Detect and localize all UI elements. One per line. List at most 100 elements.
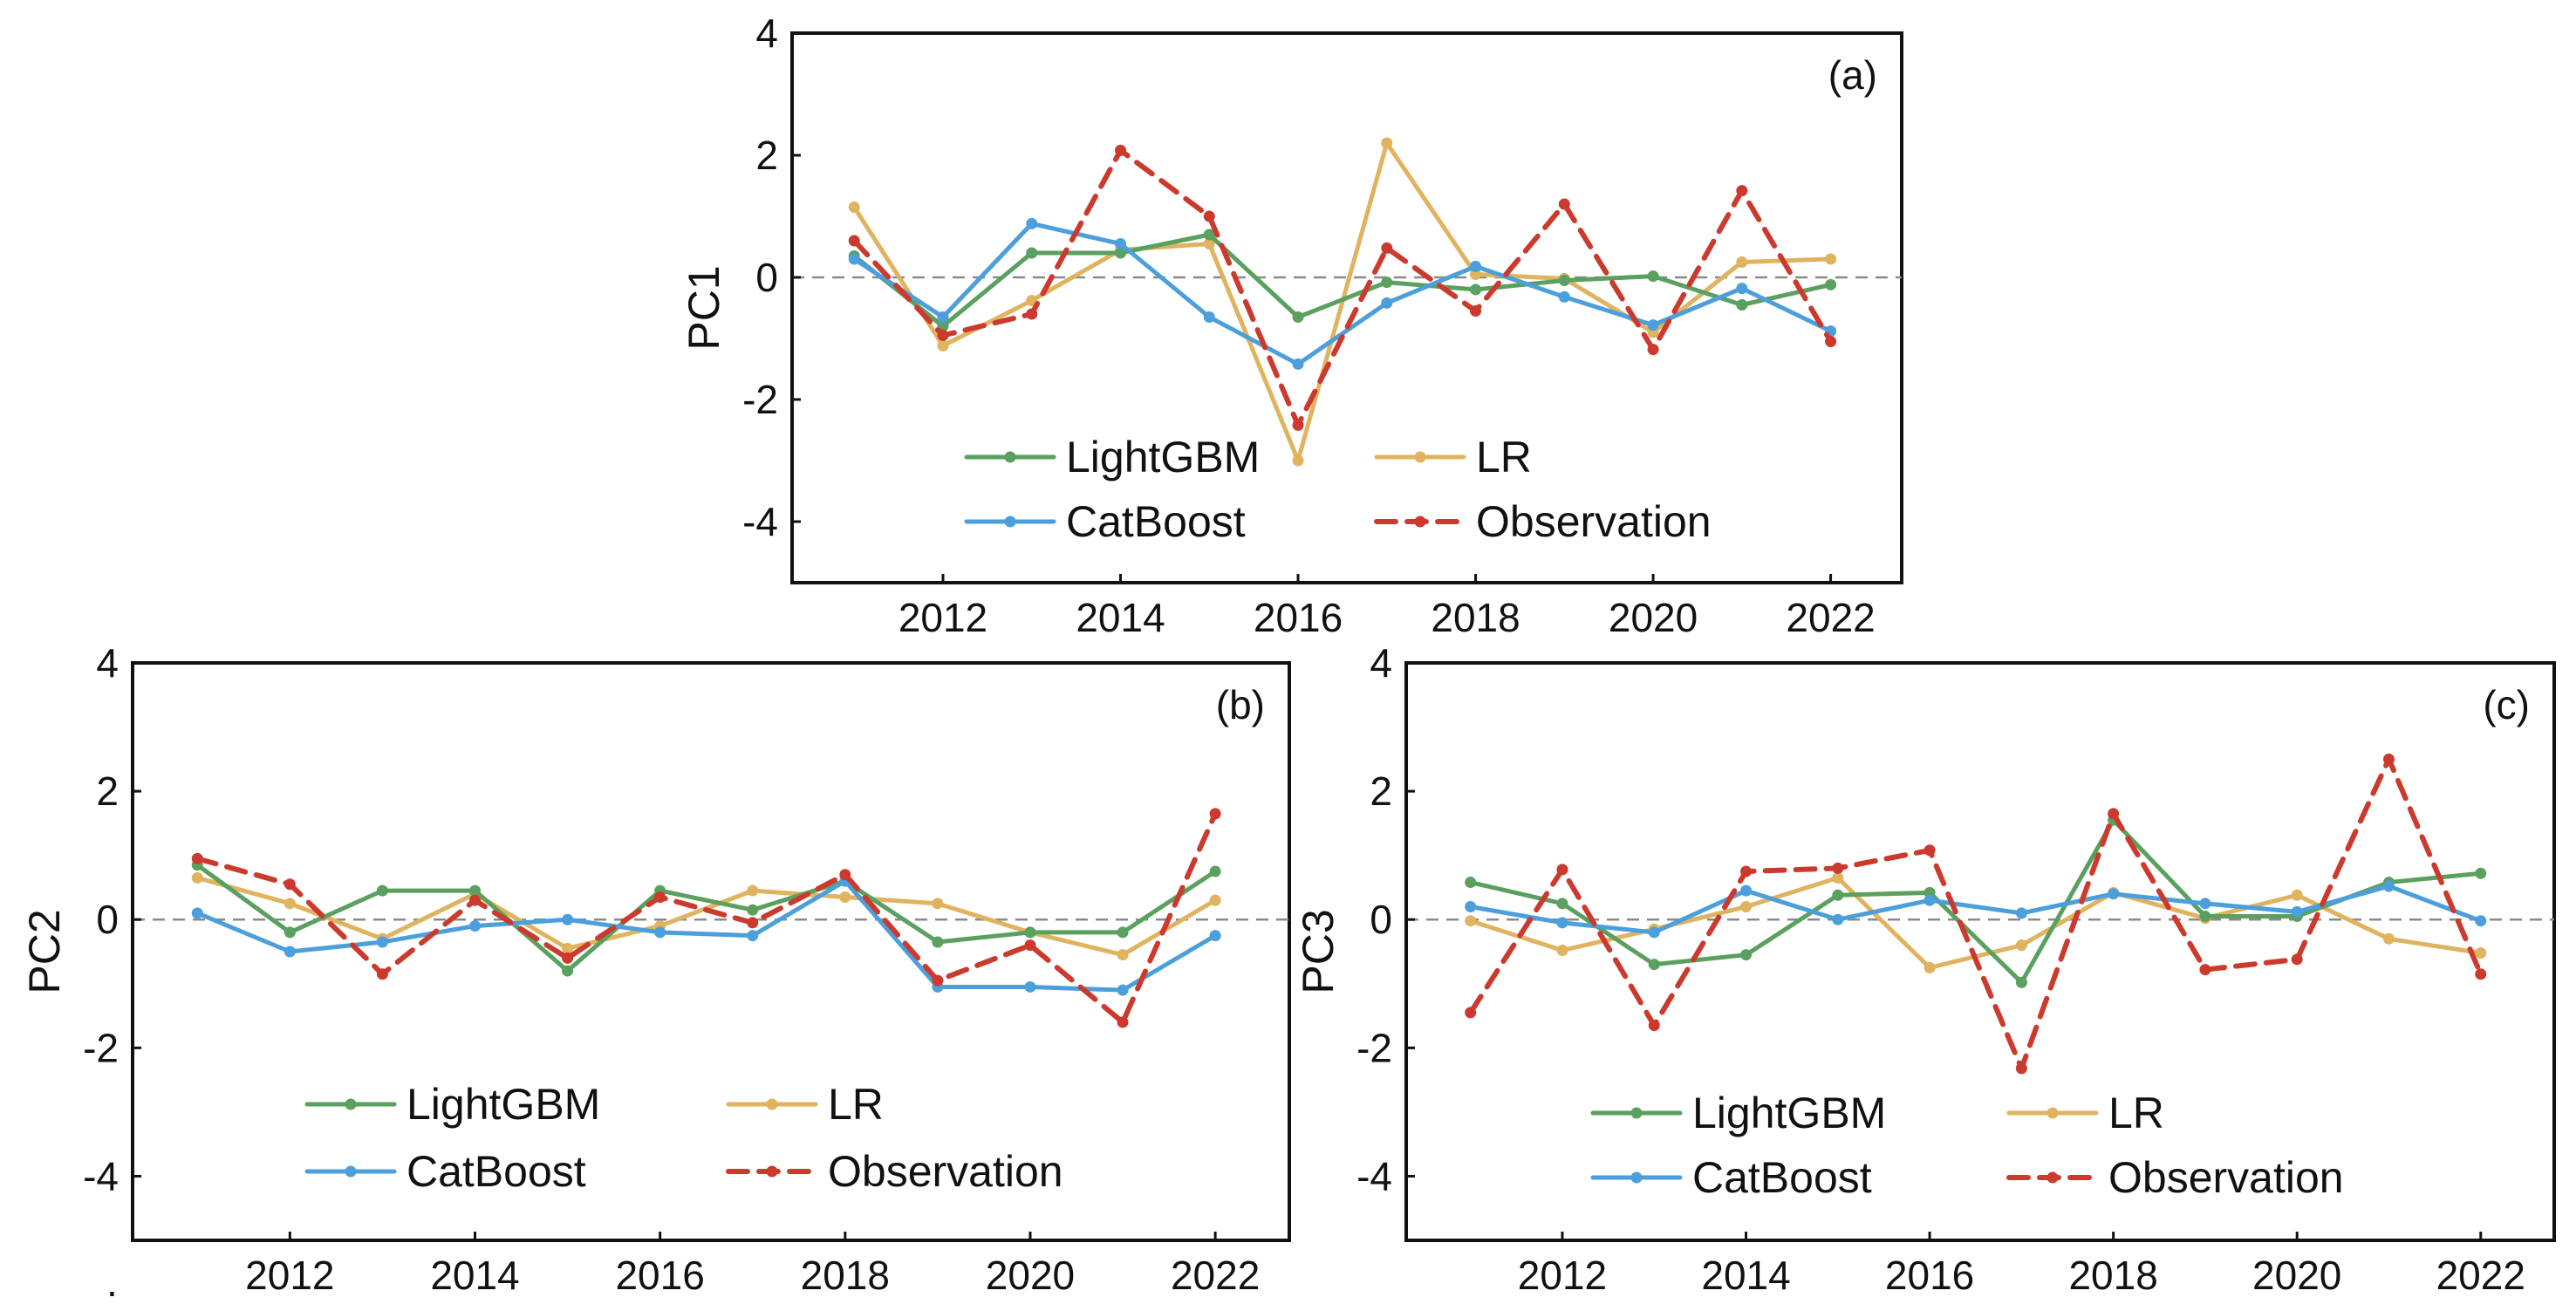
plot-frame	[790, 31, 1903, 584]
data-point-observation	[932, 974, 944, 987]
legend-item-observation: Observation	[2006, 1153, 2344, 1202]
data-point-lr	[1292, 454, 1304, 467]
data-point-catboost	[562, 913, 574, 925]
legend-swatch-marker	[1630, 1107, 1643, 1119]
data-point-observation	[1558, 198, 1570, 210]
series-observation	[1465, 753, 2487, 1075]
data-point-observation	[1117, 1016, 1129, 1028]
data-point-catboost	[2108, 888, 2120, 900]
data-point-observation	[284, 878, 296, 891]
legend-item-catboost: CatBoost	[304, 1147, 586, 1196]
data-point-lightgbm	[1209, 865, 1221, 877]
chart-panel-1: -4 -2 0 2 4 2012 2014 2016 2018 2020 2022 PC1 (a) Lig…	[680, 10, 1903, 640]
data-point-lightgbm	[1117, 926, 1129, 939]
data-point-lr	[1825, 253, 1837, 265]
series-catboost	[191, 875, 1221, 996]
data-point-catboost	[2382, 880, 2395, 892]
legend-item-catboost: CatBoost	[1590, 1153, 1872, 1202]
data-point-lightgbm	[1465, 877, 1477, 889]
data-point-catboost	[284, 946, 296, 958]
legend-swatch-marker	[1414, 516, 1426, 528]
data-point-lightgbm	[1470, 283, 1482, 296]
chart-panel-3: -4 -2 0 2 4 2012 2014 2016 2018 2020 2022 PC3 (c) Lig…	[1294, 640, 2556, 1298]
data-point-catboost	[2015, 907, 2027, 919]
legend-label: Observation	[1476, 497, 1712, 546]
x-tick-label: 2014	[430, 1253, 519, 1298]
data-point-lr	[1209, 894, 1221, 906]
legend-item-observation: Observation	[726, 1147, 1063, 1196]
y-tick-label: -2	[83, 1025, 119, 1070]
data-point-observation	[1923, 844, 1936, 857]
data-point-catboost	[654, 926, 666, 939]
x-tick-label: 2012	[1518, 1253, 1607, 1298]
data-point-catboost	[2291, 905, 2303, 918]
data-point-lr	[932, 898, 944, 910]
legend-label: CatBoost	[1066, 497, 1246, 546]
data-point-lr	[1381, 137, 1393, 149]
legend-item-lightgbm: LightGBM	[1590, 1089, 1886, 1137]
data-point-observation	[1647, 344, 1659, 356]
data-point-lightgbm	[1825, 278, 1837, 290]
data-point-observation	[1556, 864, 1568, 876]
data-point-catboost	[2199, 898, 2211, 910]
data-point-catboost	[1470, 260, 1482, 272]
legend: LightGBM LR CatBoost Observation	[304, 1080, 1063, 1196]
data-point-observation	[839, 869, 851, 881]
series-line-lightgbm	[851, 232, 1834, 329]
x-tick-label: 2022	[1786, 595, 1875, 640]
data-point-lightgbm	[1740, 949, 1753, 961]
data-point-lr	[1740, 901, 1753, 913]
data-point-lightgbm	[1024, 926, 1036, 939]
data-point-lr	[2015, 939, 2027, 952]
data-point-observation	[2291, 953, 2303, 966]
data-point-lightgbm	[562, 965, 574, 977]
data-point-lightgbm	[2475, 867, 2487, 879]
x-tick-label: 2020	[2252, 1253, 2341, 1298]
data-point-catboost	[1292, 358, 1304, 370]
data-point-lr	[1465, 915, 1477, 927]
data-point-lr	[2291, 889, 2303, 901]
data-point-observation	[376, 968, 388, 980]
x-tick-label: 2018	[2068, 1253, 2157, 1298]
legend: LightGBM LR CatBoost Observation	[964, 433, 1712, 546]
data-point-observation	[747, 917, 759, 929]
data-point-lr	[1117, 949, 1129, 961]
data-point-observation	[1115, 144, 1127, 156]
data-point-observation	[1740, 865, 1753, 877]
data-point-catboost	[468, 920, 481, 932]
y-tick-label: 2	[96, 768, 119, 814]
data-point-catboost	[191, 907, 203, 919]
data-point-lightgbm	[1647, 270, 1659, 283]
data-point-catboost	[1024, 980, 1036, 993]
series-lightgbm	[191, 859, 1221, 977]
data-point-lr	[1832, 871, 1844, 884]
y-tick-label: 0	[96, 897, 119, 942]
legend-swatch-marker	[1004, 451, 1016, 463]
legend-swatch-marker	[1004, 516, 1016, 528]
y-tick-label: 4	[1370, 640, 1392, 686]
legend-label: CatBoost	[407, 1147, 586, 1196]
legend-swatch-marker	[766, 1098, 778, 1110]
data-point-observation	[937, 330, 949, 341]
data-point-catboost	[1648, 926, 1660, 939]
data-point-observation	[1381, 242, 1393, 254]
data-point-lr	[1736, 256, 1748, 268]
data-point-catboost	[747, 930, 759, 942]
series-line-observation	[195, 810, 1219, 1025]
x-tick-label: 2018	[1431, 595, 1520, 640]
data-point-lr	[848, 201, 860, 213]
data-point-observation	[1825, 336, 1837, 347]
data-point-lightgbm	[468, 884, 481, 897]
data-point-catboost	[1740, 884, 1753, 897]
x-tick-label: 2022	[1171, 1253, 1260, 1298]
data-point-lightgbm	[2015, 976, 2027, 988]
data-point-lr	[1470, 269, 1482, 280]
y-tick-label: -2	[1356, 1025, 1392, 1070]
data-point-catboost	[1558, 290, 1570, 303]
data-point-lr	[2475, 946, 2487, 959]
data-point-lr	[1203, 238, 1215, 249]
legend-label: LR	[828, 1080, 884, 1129]
data-point-observation	[2475, 968, 2487, 980]
x-tick-label: 2016	[1885, 1253, 1974, 1298]
